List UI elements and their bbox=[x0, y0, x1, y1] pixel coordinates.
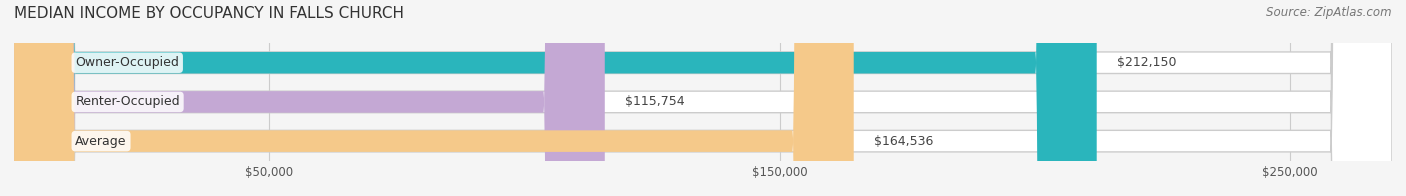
FancyBboxPatch shape bbox=[14, 0, 1392, 196]
Text: $115,754: $115,754 bbox=[626, 95, 685, 108]
FancyBboxPatch shape bbox=[14, 0, 1097, 196]
FancyBboxPatch shape bbox=[14, 0, 1392, 196]
Text: Source: ZipAtlas.com: Source: ZipAtlas.com bbox=[1267, 6, 1392, 19]
Text: MEDIAN INCOME BY OCCUPANCY IN FALLS CHURCH: MEDIAN INCOME BY OCCUPANCY IN FALLS CHUR… bbox=[14, 6, 404, 21]
FancyBboxPatch shape bbox=[14, 0, 605, 196]
Text: Renter-Occupied: Renter-Occupied bbox=[76, 95, 180, 108]
Text: Owner-Occupied: Owner-Occupied bbox=[76, 56, 179, 69]
Text: $164,536: $164,536 bbox=[875, 135, 934, 148]
FancyBboxPatch shape bbox=[14, 0, 853, 196]
Text: $212,150: $212,150 bbox=[1118, 56, 1177, 69]
Text: Average: Average bbox=[76, 135, 127, 148]
FancyBboxPatch shape bbox=[14, 0, 1392, 196]
